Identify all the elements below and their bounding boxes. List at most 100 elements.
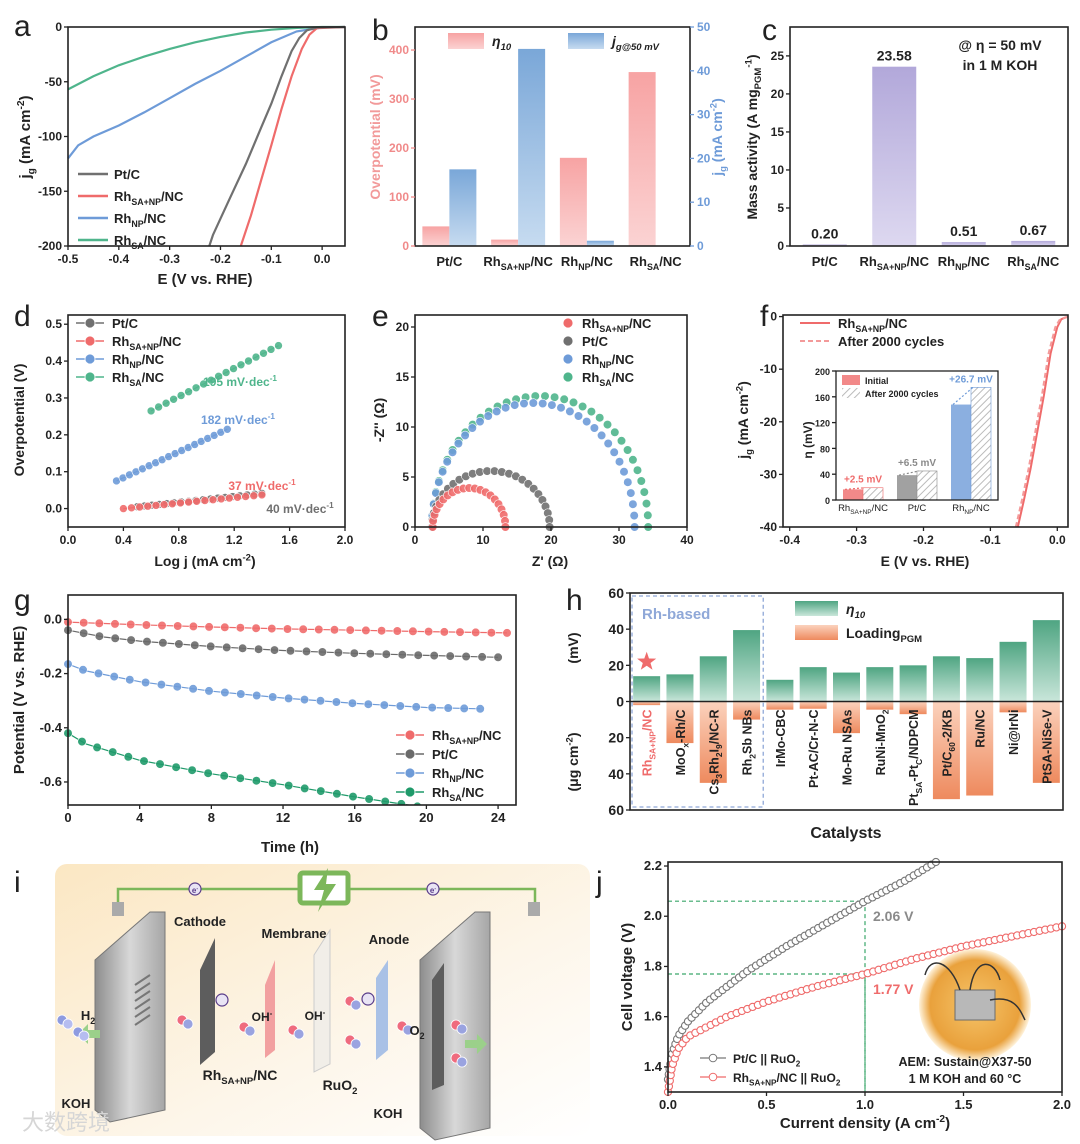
category-label: MoOx-Rh/C <box>674 710 691 776</box>
y-axis-label: jg (mA cm-2) <box>734 381 755 460</box>
b-plot-frame <box>414 26 691 247</box>
legend-marker <box>84 335 96 347</box>
series-line <box>67 732 418 807</box>
y-tick-label: 10 <box>697 195 711 209</box>
y-tick-label: 1.4 <box>644 1059 663 1074</box>
y-tick-label: 1.8 <box>644 958 662 973</box>
y-tick-label: -150 <box>38 184 62 198</box>
data-point <box>221 368 231 377</box>
data-point <box>596 430 607 441</box>
data-point <box>475 704 485 714</box>
inset-category-label: Pt/C <box>908 503 927 514</box>
g-plot-frame <box>67 594 517 806</box>
x-tick-label: 1.2 <box>226 533 243 547</box>
x-tick-label: 0.5 <box>757 1097 775 1112</box>
x-axis-label: Catalysts <box>810 825 881 842</box>
cathode-catalyst-label: RhSA+NP/NC <box>203 1067 278 1087</box>
bar-jg <box>586 240 614 246</box>
data-point <box>442 457 452 467</box>
data-point <box>365 649 375 659</box>
data-point <box>439 627 449 637</box>
legend-label: RhSA/NC <box>582 370 635 388</box>
electrolyzer-photo-cell <box>954 989 996 1021</box>
legend-label: RhSA+NP/NC || RuO2 <box>733 1071 841 1088</box>
membrane-label: Membrane <box>261 926 326 941</box>
test-condition-note: 1 M KOH and 60 °C <box>909 1072 1022 1086</box>
data-point <box>241 492 250 501</box>
flow-channel <box>134 990 151 1002</box>
y-tick-label: 30 <box>697 108 711 122</box>
slope-label: 40 mV·dec-1 <box>266 501 334 516</box>
bar-eta10 <box>766 679 794 702</box>
panel-letter: a <box>14 10 31 43</box>
data-point <box>493 652 503 662</box>
x-tick-label: 0.0 <box>314 252 331 266</box>
category-label: RhSA/NC <box>630 254 683 272</box>
x-axis-label: Time (h) <box>261 839 319 856</box>
data-point <box>301 646 312 657</box>
x-tick-label: 8 <box>208 810 215 825</box>
y-tick-label: -40 <box>760 520 778 534</box>
data-point <box>251 623 261 633</box>
data-point <box>332 789 342 799</box>
inset-legend-swatch <box>842 375 860 385</box>
legend-label: RhSA/NC <box>114 233 167 251</box>
data-point <box>565 406 575 417</box>
data-point <box>582 417 592 427</box>
legend-marker <box>404 729 416 741</box>
inset-legend-swatch <box>842 388 860 398</box>
data-point <box>244 356 253 366</box>
delta-arrow <box>898 470 920 476</box>
molecule-icon <box>182 1018 194 1030</box>
bar-eta10 <box>999 641 1027 702</box>
data-point <box>142 636 152 647</box>
data-point <box>174 639 184 649</box>
koh-inlet-label: KOH <box>374 1106 403 1121</box>
y-axis-label: Overpotential (mV) <box>367 74 383 199</box>
data-point <box>203 768 213 778</box>
data-point <box>119 504 128 513</box>
y-tick-label: 20 <box>608 657 624 673</box>
legend-label: Pt/C || RuO2 <box>733 1052 801 1069</box>
series-line <box>1016 315 1069 528</box>
bar-eta10 <box>628 72 656 246</box>
data-point <box>284 693 294 704</box>
bar-mass-activity <box>872 66 917 246</box>
x-axis-label: Current density (A cm-2) <box>780 1114 950 1132</box>
y-tick-label: -50 <box>45 75 63 89</box>
data-point <box>220 622 230 632</box>
y-tick-label: 0 <box>402 520 409 534</box>
delta-arrow <box>952 386 974 405</box>
legend-marker <box>84 353 96 365</box>
data-point <box>447 447 458 457</box>
data-point <box>268 692 278 702</box>
category-label: Mo-Ru NSAs <box>841 709 855 785</box>
y-axis-label-top: (mV) <box>565 632 581 663</box>
series-line <box>67 25 345 91</box>
y-tick-label: 5 <box>777 201 784 215</box>
data-point <box>77 736 87 747</box>
cathode-label: Cathode <box>174 914 226 929</box>
data-point <box>184 387 193 397</box>
data-point <box>141 620 151 630</box>
x-tick-label: 24 <box>491 810 506 825</box>
y-tick-label: 0 <box>55 20 62 34</box>
data-point <box>483 411 493 421</box>
data-point <box>316 786 326 796</box>
data-point <box>236 689 246 699</box>
data-point <box>126 635 136 645</box>
x-tick-label: -0.5 <box>58 252 79 266</box>
series-line <box>239 25 346 247</box>
data-point <box>502 628 512 638</box>
data-point <box>364 794 374 804</box>
hydroxide-label: OH- <box>252 1009 273 1024</box>
annotation: @ η = 50 mV <box>958 37 1042 53</box>
data-point <box>467 423 477 433</box>
c-plot-frame <box>789 26 1069 247</box>
data-point <box>187 765 197 775</box>
data-point <box>176 391 186 400</box>
legend-label: Pt/C <box>114 167 141 182</box>
legend-label: RhSA/NC <box>432 785 485 803</box>
watermark: 大数跨境 <box>22 1110 110 1135</box>
molecule-icon <box>244 1025 256 1037</box>
